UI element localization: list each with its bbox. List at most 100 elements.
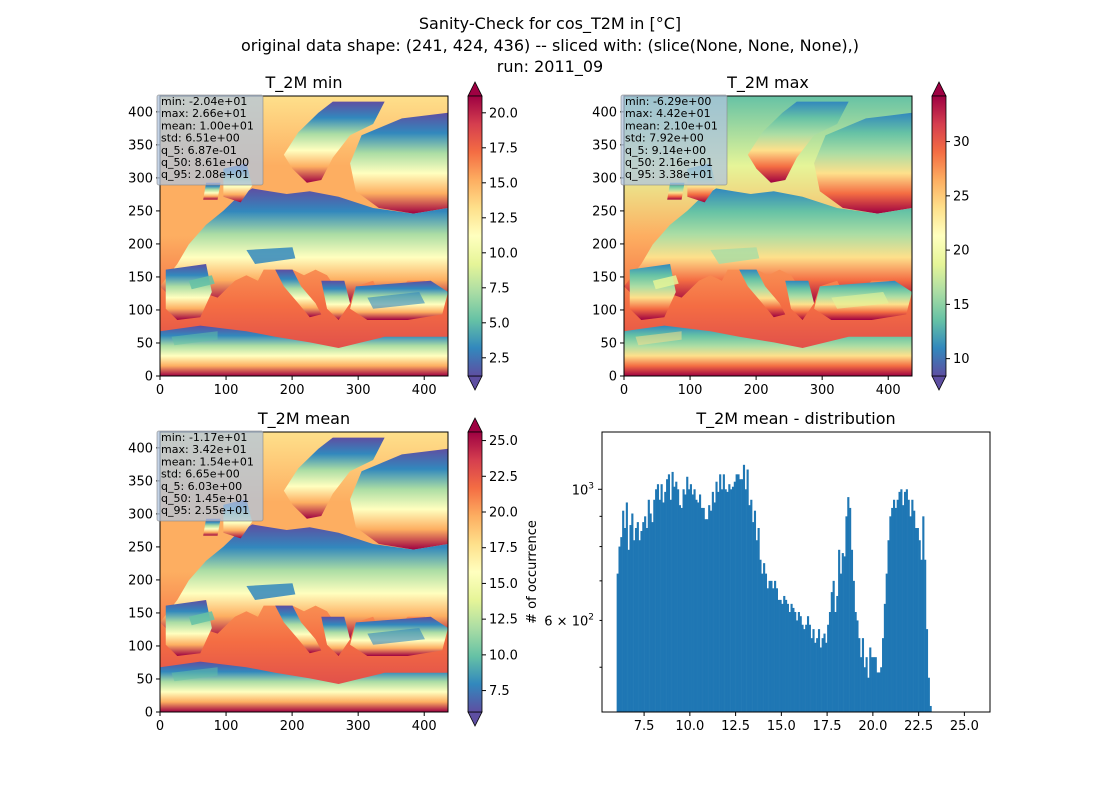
x-tick-label: 400: [412, 719, 437, 734]
axes-frame: [159, 431, 449, 713]
stats-line: std: 6.65e+00: [161, 468, 240, 481]
histogram-bar: [724, 489, 727, 712]
y-tick-label: 100: [128, 303, 153, 318]
x-tick-label: 20.0: [858, 719, 887, 734]
histogram-bar: [680, 507, 683, 712]
histogram-bar: [814, 642, 817, 712]
histogram: 7.5 10.0 12.5 15.0 17.5 20.0 22.5 25.0 103 6 × 10…: [544, 431, 991, 734]
histogram-bar: [891, 507, 894, 712]
panel-title: T_2M max: [726, 73, 809, 93]
histogram-bar: [722, 474, 725, 712]
x-tick-label: 15.0: [767, 719, 796, 734]
y-tick-label: 250: [128, 540, 153, 555]
histogram-bar: [640, 531, 643, 712]
histogram-bar: [775, 588, 778, 712]
histogram-bar: [715, 481, 718, 712]
histogram-bar: [909, 516, 912, 712]
histogram-bar: [667, 474, 671, 712]
stats-line: q_95: 2.55e+01: [161, 504, 249, 517]
histogram-bar: [845, 516, 848, 712]
colorbar: [467, 431, 483, 713]
histogram-bar: [819, 647, 822, 712]
heatmap-image: [624, 96, 912, 376]
colorbar-extend-max: [931, 81, 947, 97]
histogram-bar: [852, 580, 855, 712]
histogram-bar: [788, 612, 791, 712]
y-tick-label: 0: [609, 370, 617, 385]
histogram-bar: [622, 510, 625, 712]
histogram-bar: [847, 497, 850, 712]
histogram-bar: [796, 620, 799, 712]
histogram-bar: [874, 657, 877, 712]
colorbar-tick-label: 7.5: [489, 684, 510, 699]
histogram-bar: [894, 507, 897, 712]
heatmap-image: [160, 96, 448, 376]
x-tick-label: 300: [346, 719, 371, 734]
y-tick-label: 350: [592, 138, 617, 153]
histogram-bar: [741, 479, 744, 712]
histogram-bar: [682, 489, 685, 712]
histogram-bar: [735, 474, 738, 712]
histogram-bar: [808, 624, 811, 712]
histogram-bar: [664, 491, 667, 712]
histogram-bar: [863, 667, 866, 712]
stats-line: std: 7.92e+00: [625, 132, 704, 145]
histogram-bar: [746, 469, 749, 712]
histogram-bar: [686, 476, 689, 712]
stats-line: q_50: 8.61e+00: [161, 156, 249, 169]
colorbar-tick-label: 10.0: [489, 246, 518, 261]
histogram-bar: [774, 580, 777, 712]
histogram-bar: [885, 573, 888, 712]
histogram-bar: [889, 516, 892, 712]
histogram-bar: [792, 607, 795, 712]
histogram-bar: [744, 489, 747, 712]
stats-line: std: 6.51e+00: [161, 132, 240, 145]
histogram-bar: [810, 638, 813, 712]
histogram-bar: [689, 484, 692, 712]
figure-suptitle-line-2: original data shape: (241, 424, 436) -- …: [241, 36, 859, 55]
histogram-bar: [693, 489, 696, 712]
y-tick-label: 100: [128, 639, 153, 654]
histogram-bar: [893, 499, 896, 712]
histogram-bar: [629, 525, 632, 712]
histogram-bar: [900, 489, 903, 712]
x-tick-label: 0: [620, 383, 628, 398]
colorbar-tick-label: 20.0: [489, 506, 518, 521]
stats-line: mean: 2.10e+01: [625, 119, 718, 132]
colorbar-tick-label: 17.5: [489, 541, 518, 556]
land-masses: [624, 101, 912, 376]
axes-frame: [623, 95, 913, 377]
histogram-bar: [649, 513, 652, 712]
histogram-bar: [675, 481, 678, 712]
stats-line: q_50: 1.45e+01: [161, 492, 249, 505]
histogram-bar: [903, 491, 907, 712]
histogram-bar: [638, 540, 641, 712]
panel-title: T_2M mean - distribution: [695, 409, 895, 429]
histogram-bar: [803, 629, 806, 712]
x-tick-label: 200: [280, 719, 305, 734]
histogram-bar: [812, 629, 815, 712]
stats-line: max: 2.66e+01: [161, 107, 247, 120]
histogram-bar: [717, 491, 720, 712]
x-tick-label: 100: [214, 719, 239, 734]
histogram-bar: [731, 486, 735, 712]
colorbar-extend-max: [467, 417, 483, 433]
stats-line: mean: 1.54e+01: [161, 455, 254, 468]
mountain-ranges: [635, 247, 889, 346]
axes-frame: [159, 95, 449, 377]
histogram-bar: [669, 499, 672, 712]
x-tick-label: 0: [156, 719, 164, 734]
colorbar-tick-label: 25: [953, 189, 970, 204]
histogram-bar: [905, 489, 908, 712]
figure-suptitle-line-3: run: 2011_09: [497, 57, 603, 77]
panel-title: T_2M min: [264, 73, 342, 93]
histogram-bar: [678, 505, 681, 712]
histogram-bar: [911, 499, 914, 712]
histogram-bar: [838, 549, 841, 712]
stats-line: q_50: 2.16e+01: [625, 156, 713, 169]
y-tick-label: 200: [128, 237, 153, 252]
colorbar-tick-label: 10: [953, 352, 970, 367]
panel-t2m-mean: T_2M mean 0 100 200 300 400 0 50 100 150 200 250 30…: [128, 409, 518, 734]
histogram-bar: [858, 638, 861, 712]
y-tick-label: 300: [128, 507, 153, 522]
